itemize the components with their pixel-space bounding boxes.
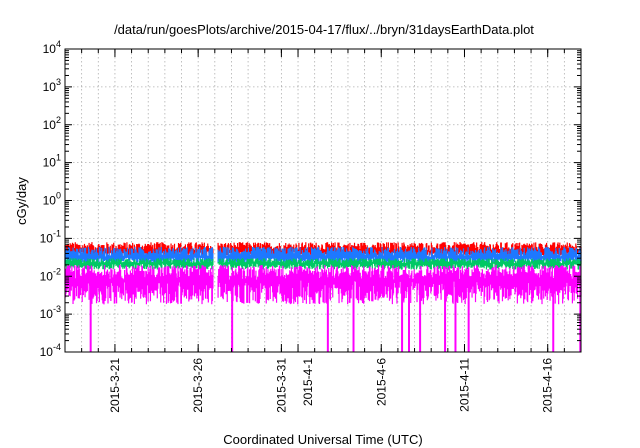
x-tick-label: 2015-4-16 xyxy=(541,358,555,413)
series-4 xyxy=(64,264,582,352)
x-tick-label: 2015-3-21 xyxy=(108,358,122,413)
x-tick-label: 2015-4-11 xyxy=(457,358,471,412)
grid xyxy=(65,49,581,352)
x-tick-label: 2015-4-1 xyxy=(301,358,315,406)
y-tick-label: 10-4 xyxy=(40,342,61,359)
y-tick-label: 104 xyxy=(43,39,61,56)
x-tick-label: 2015-4-6 xyxy=(374,358,388,406)
x-tick-label: 2015-3-31 xyxy=(274,358,288,413)
y-tick-label: 101 xyxy=(43,153,61,170)
y-tick-label: 10-1 xyxy=(40,228,61,245)
ticks: 10-4 10-3 10-2 10-1 100 101 102 103 104 2015-3-21… xyxy=(40,39,581,413)
y-tick-label: 100 xyxy=(43,191,61,208)
y-tick-label: 10-3 xyxy=(40,304,61,321)
data-layer xyxy=(64,242,582,352)
y-tick-label: 102 xyxy=(43,115,61,132)
x-axis-label: Coordinated Universal Time (UTC) xyxy=(223,432,422,447)
y-tick-label: 10-2 xyxy=(40,266,61,283)
x-tick-label: 2015-3-26 xyxy=(191,358,205,413)
y-tick-label: 103 xyxy=(43,77,61,94)
y-axis-label: cGy/day xyxy=(14,177,29,225)
chart-title: /data/run/goesPlots/archive/2015-04-17/f… xyxy=(114,22,534,37)
series-band xyxy=(64,264,582,305)
